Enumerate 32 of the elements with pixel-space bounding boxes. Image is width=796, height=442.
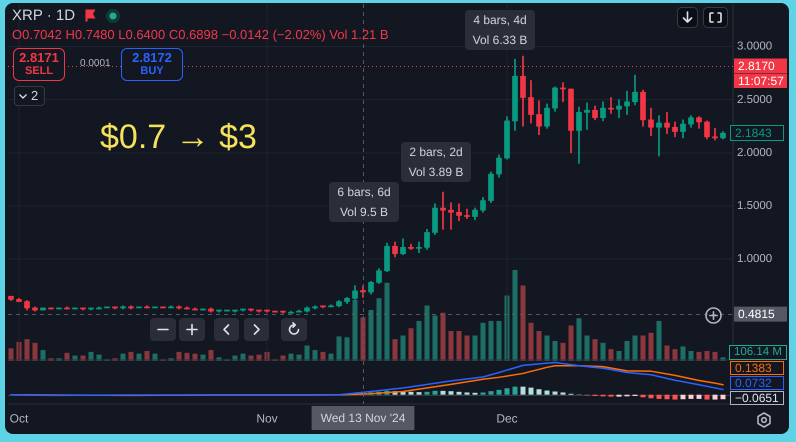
text: −0.0651	[730, 391, 784, 405]
annotation: BUY	[139, 65, 165, 77]
annotation: 4 bars, 4d	[465, 10, 535, 30]
annotation: Vol 6.33 B	[465, 30, 535, 50]
y-tick-label: 2.5000	[737, 94, 772, 106]
annotation: 6 bars, 6d	[329, 182, 399, 202]
x-tick-label: Nov	[256, 412, 278, 426]
x-tick-label: Oct	[10, 412, 29, 426]
text: 0.0732	[730, 376, 784, 390]
y-tick-label: 2.0000	[737, 146, 772, 159]
y-tick-label: 3.0000	[737, 40, 772, 53]
annotation: Vol 3.89 B	[401, 162, 471, 182]
ref-line-label: 0.4815	[738, 306, 776, 321]
y-tick-label: 1.0000	[737, 253, 772, 266]
annotation: 2.8171	[18, 50, 60, 65]
annotation: SELL	[24, 65, 54, 77]
annotation: $0.7 → $3	[100, 118, 257, 157]
annotation: 2	[31, 88, 38, 103]
text: 11:07:57	[734, 74, 787, 88]
chart-title: XRP · 1D	[12, 7, 76, 24]
text: 0.1383	[730, 361, 784, 375]
annotation: 0.0001	[80, 58, 111, 69]
annotation: Vol 9.5 B	[329, 202, 399, 222]
x-tick-label: Dec	[496, 412, 518, 426]
y-tick-label: 1.5000	[737, 200, 772, 212]
annotation: 2.8172	[131, 50, 173, 65]
text: 2.1843	[730, 125, 784, 141]
ref-line-label: Wed 13 Nov '24	[320, 410, 406, 425]
text: O0.7042 H0.7480 L0.6400 C0.6898 −0.0142 (−2.02%) Vol 1.21 B	[12, 27, 389, 42]
ref-line-label: 2.8170	[738, 58, 776, 73]
text: 106.14 M	[729, 345, 787, 360]
annotation: 2 bars, 2d	[401, 142, 471, 162]
